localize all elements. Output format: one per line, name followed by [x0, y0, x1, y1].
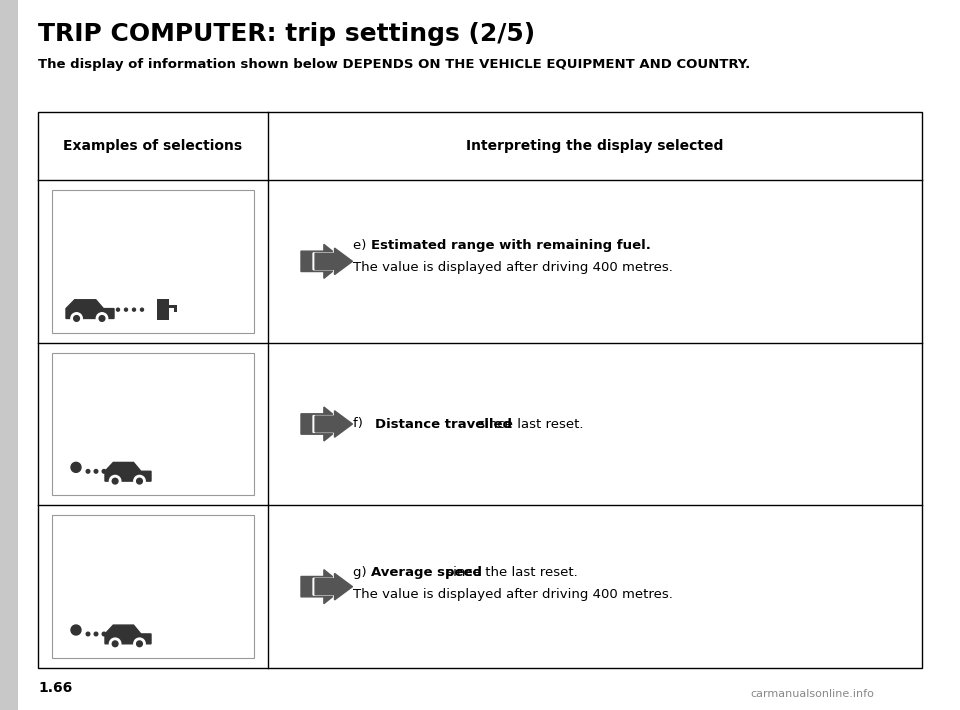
Text: Average speed: Average speed: [371, 566, 482, 579]
Circle shape: [102, 632, 106, 635]
Circle shape: [86, 632, 90, 635]
Circle shape: [109, 638, 121, 650]
Bar: [52, 190, 254, 333]
Bar: [0, 0, 18, 710]
Text: Distance travelled: Distance travelled: [375, 417, 512, 430]
Text: e): e): [353, 239, 371, 252]
Circle shape: [136, 641, 142, 647]
Circle shape: [136, 479, 142, 484]
Circle shape: [102, 469, 106, 473]
Circle shape: [125, 308, 128, 311]
Bar: [156, 300, 169, 320]
Circle shape: [133, 476, 145, 487]
Polygon shape: [315, 574, 352, 600]
Text: Examples of selections: Examples of selections: [63, 139, 243, 153]
Text: TRIP COMPUTER: trip settings (2/5): TRIP COMPUTER: trip settings (2/5): [38, 22, 535, 46]
Polygon shape: [105, 462, 151, 481]
Circle shape: [94, 632, 98, 635]
Circle shape: [71, 462, 81, 472]
Polygon shape: [315, 411, 352, 437]
Circle shape: [99, 316, 105, 322]
Text: since the last reset.: since the last reset.: [443, 566, 578, 579]
Text: since last reset.: since last reset.: [474, 417, 584, 430]
Text: The value is displayed after driving 400 metres.: The value is displayed after driving 400…: [353, 588, 673, 601]
Polygon shape: [301, 244, 345, 278]
Text: The value is displayed after driving 400 metres.: The value is displayed after driving 400…: [353, 261, 673, 274]
Circle shape: [112, 641, 118, 647]
Text: 1.66: 1.66: [38, 681, 72, 695]
Text: The display of information shown below DEPENDS ON THE VEHICLE EQUIPMENT AND COUN: The display of information shown below D…: [38, 58, 751, 71]
Circle shape: [133, 638, 145, 650]
Circle shape: [74, 316, 80, 322]
Bar: [169, 305, 175, 307]
Circle shape: [86, 469, 90, 473]
Circle shape: [96, 312, 108, 324]
Circle shape: [116, 308, 119, 311]
Bar: [174, 305, 177, 312]
Text: DISTANCE: DISTANCE: [120, 366, 186, 380]
Polygon shape: [301, 407, 345, 441]
Text: g): g): [353, 566, 371, 579]
Polygon shape: [315, 248, 352, 275]
Bar: [156, 300, 169, 302]
Text: Estimated range with remaining fuel.: Estimated range with remaining fuel.: [371, 239, 651, 252]
Circle shape: [140, 308, 143, 311]
Polygon shape: [105, 625, 151, 644]
Text: AVERAGE: AVERAGE: [122, 530, 183, 542]
Text: carmanualsonline.info: carmanualsonline.info: [750, 689, 874, 699]
Text: 541 km: 541 km: [128, 222, 179, 235]
Text: 123.4 km/H: 123.4 km/H: [114, 547, 192, 560]
Polygon shape: [313, 410, 352, 438]
Text: 522 km: 522 km: [128, 385, 179, 398]
Text: Interpreting the display selected: Interpreting the display selected: [467, 139, 724, 153]
Polygon shape: [66, 300, 114, 319]
Circle shape: [109, 476, 121, 487]
Circle shape: [132, 308, 135, 311]
Circle shape: [94, 469, 98, 473]
Bar: [52, 353, 254, 496]
Polygon shape: [313, 247, 352, 275]
Circle shape: [71, 312, 83, 324]
Bar: [52, 515, 254, 658]
Polygon shape: [313, 573, 352, 601]
Circle shape: [71, 625, 81, 635]
Polygon shape: [301, 569, 345, 604]
Bar: [38, 112, 922, 668]
Circle shape: [112, 479, 118, 484]
Text: RANGE: RANGE: [130, 204, 176, 217]
Text: f): f): [353, 417, 372, 430]
